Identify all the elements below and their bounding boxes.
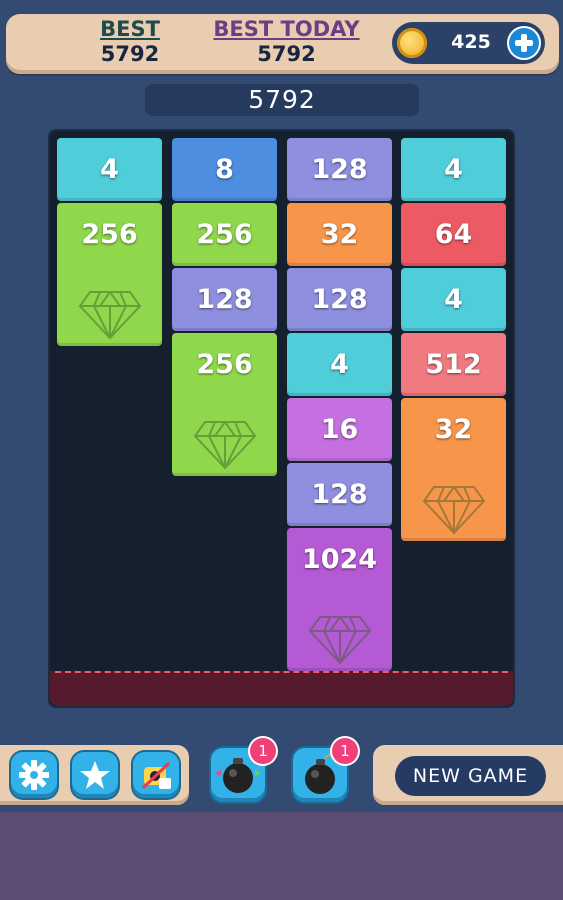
tile[interactable]: 8 [172,138,277,201]
coin-counter: 425 [392,22,545,64]
diamond-icon [193,421,256,470]
tile-value: 4 [330,349,349,380]
tile[interactable]: 128 [172,268,277,331]
tile[interactable]: 256 [172,203,277,266]
tile-value: 16 [320,414,359,445]
tile-value: 1024 [301,544,378,575]
best-score: BEST 5792 [92,18,168,65]
bomb-count-badge: 1 [332,738,358,764]
gear-icon [19,760,49,790]
best-today-label: BEST TODAY [213,17,360,41]
star-icon [80,761,110,789]
add-coins-button[interactable] [507,26,541,60]
tile-value: 4 [100,154,119,185]
current-score: 5792 [145,84,419,116]
tile-value: 4 [444,154,463,185]
tile-value: 128 [196,284,253,315]
tile[interactable]: 32 [401,398,506,541]
diamond-icon [422,486,485,535]
tile[interactable]: 32 [287,203,392,266]
danger-zone [50,671,513,706]
diamond-icon [78,291,141,340]
tile[interactable]: 64 [401,203,506,266]
settings-button[interactable] [11,752,57,798]
tile[interactable]: 16 [287,398,392,461]
tile-value: 8 [215,154,234,185]
tile[interactable]: 128 [287,138,392,201]
tile[interactable]: 128 [287,463,392,526]
tile[interactable]: 4 [401,138,506,201]
tile-value: 32 [434,414,473,445]
tile-value: 32 [320,219,359,250]
rate-button[interactable] [72,752,118,798]
tile-value: 256 [81,219,138,250]
danger-line [55,671,508,673]
best-today-score: BEST TODAY 5792 [204,18,369,65]
bottom-background [0,812,563,900]
tile-value: 128 [311,284,368,315]
coin-icon [397,28,427,58]
best-value: 5792 [100,42,160,67]
tile[interactable]: 1024 [287,528,392,671]
tile[interactable]: 128 [287,268,392,331]
coin-value: 425 [451,31,491,53]
top-stats-bar: BEST 5792 BEST TODAY 5792 425 [6,14,559,74]
tile-value: 4 [444,284,463,315]
rainbow-bomb-icon [215,758,261,793]
best-today-value: 5792 [257,42,316,67]
rainbow-bomb-count-badge: 1 [250,738,276,764]
diamond-icon [308,616,371,665]
tile[interactable]: 4 [287,333,392,396]
tile[interactable]: 4 [57,138,162,201]
new-game-button[interactable]: NEW GAME [395,756,546,796]
tile-value: 256 [196,219,253,250]
no-ads-button[interactable] [133,752,179,798]
best-label: BEST [100,17,160,41]
tile[interactable]: 4 [401,268,506,331]
tile[interactable]: 256 [57,203,162,346]
tile-value: 256 [196,349,253,380]
tile[interactable]: 256 [172,333,277,476]
tile-value: 128 [311,479,368,510]
tile-value: 128 [311,154,368,185]
tile[interactable]: 512 [401,333,506,396]
tile-value: 64 [434,219,473,250]
tile-value: 512 [425,349,482,380]
no-ads-icon [141,761,171,790]
